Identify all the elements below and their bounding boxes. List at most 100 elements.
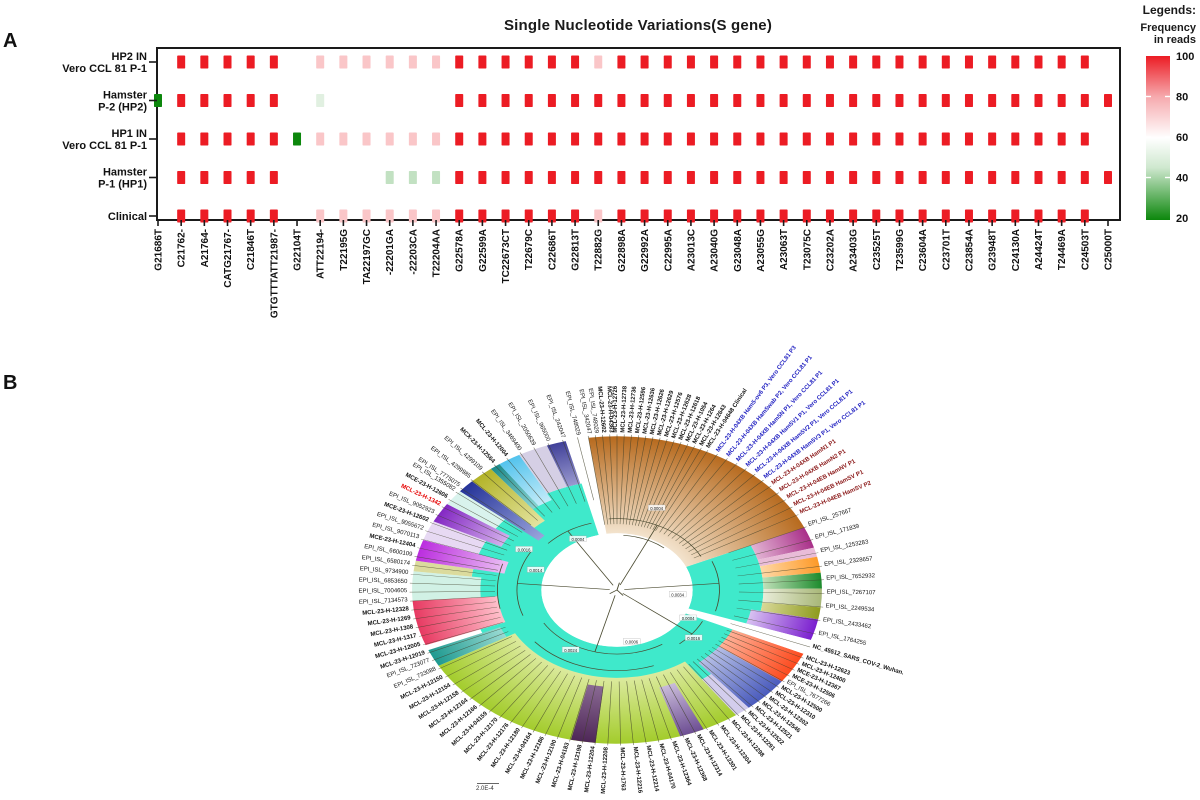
leaf-branch	[730, 623, 811, 648]
tree-sector	[413, 560, 474, 577]
branch-length-box	[623, 638, 641, 645]
heatmap-cell	[756, 132, 765, 146]
column-label: A23403G	[849, 229, 860, 272]
heatmap-cell	[964, 94, 973, 107]
branch-length-label: 0.0016	[687, 636, 700, 641]
heatmap-cell	[501, 55, 510, 69]
heatmap-cell	[686, 132, 695, 146]
heatmap-cell	[802, 94, 811, 107]
heatmap-cell	[1034, 55, 1043, 69]
column-label: C23701T	[941, 229, 952, 270]
heatmap-cell	[825, 55, 834, 69]
leaf-label: EPI_ISL_7134573	[359, 597, 409, 606]
leaf-branch	[619, 434, 625, 525]
heatmap-cell	[1080, 171, 1089, 184]
leaf-branch	[663, 458, 728, 535]
heatmap-cell	[640, 55, 649, 69]
leaf-branch	[628, 435, 647, 525]
column-label: -22201GA	[385, 229, 396, 275]
leaf-label: EPI_ISL_1253283	[820, 539, 870, 554]
leaf-label: EPI_ISL_257667	[807, 508, 853, 528]
column-label: G22813T	[571, 229, 582, 271]
tree-disc	[409, 434, 825, 746]
heatmap-cell	[432, 171, 441, 184]
leaf-branch	[414, 556, 498, 571]
leaf-branch	[452, 645, 521, 686]
heatmap-cell	[733, 55, 742, 69]
leaf-label: MCL-23-H-12304	[719, 725, 752, 766]
tree-sector	[519, 445, 567, 494]
leaf-label: MCL-23-H-12602	[596, 386, 606, 434]
leaf-branch	[481, 471, 538, 521]
tree-root	[609, 582, 624, 596]
column-label: C22995A	[663, 229, 674, 271]
leaf-branch	[544, 675, 575, 736]
heatmap-cell	[733, 94, 742, 107]
tree-sector	[546, 441, 581, 487]
leaf-branch	[425, 530, 505, 556]
heatmap-cell	[1011, 94, 1020, 107]
leaf-branch	[469, 654, 531, 700]
heatmap-cell	[594, 132, 603, 146]
heatmap-cell	[547, 171, 556, 184]
tree-sector	[588, 436, 805, 567]
leaf-branch	[724, 633, 800, 665]
heatmap-cell	[825, 94, 834, 107]
leaf-branch	[648, 678, 672, 741]
leaf-branch	[683, 666, 731, 721]
column-label: G22898A	[617, 229, 628, 272]
heatmap-cell	[455, 132, 464, 146]
leaf-branch	[640, 440, 675, 527]
heatmap-cell	[339, 55, 348, 69]
leaf-branch	[422, 622, 503, 646]
heatmap-cell	[455, 171, 464, 184]
heatmap-cell	[849, 94, 858, 107]
heatmap-cell	[1011, 209, 1020, 223]
column-label: C23525T	[872, 229, 883, 270]
tree-branch-spoke	[594, 595, 616, 652]
column-label: A23063T	[779, 229, 790, 270]
leaf-branch	[669, 672, 708, 731]
heatmap-cell	[223, 132, 232, 146]
heatmap-cell	[802, 132, 811, 146]
row-label: P-1 (HP1)	[98, 179, 147, 191]
heatmap-cell	[849, 171, 858, 184]
leaf-branch	[445, 641, 517, 678]
column-label: A24424T	[1034, 229, 1045, 270]
heatmap-cell	[964, 132, 973, 146]
heatmap-cell	[756, 209, 765, 223]
panel-a-title: Single Nucleotide Variations(S gene)	[503, 17, 773, 34]
column-label: A23055G	[756, 229, 767, 272]
tree-branch-arc	[623, 534, 665, 549]
row-label: Hamster	[103, 167, 148, 179]
leaf-branch	[721, 637, 795, 671]
branch-length-label: 0.0016	[518, 547, 531, 552]
heatmap-cell	[941, 171, 950, 184]
tree-branch-arc	[543, 622, 663, 655]
column-label: T22195G	[339, 229, 350, 271]
leaf-branch	[411, 601, 497, 611]
heatmap-cell	[246, 94, 255, 107]
heatmap-cell	[918, 171, 927, 184]
heatmap-cell	[988, 55, 997, 69]
tree-sector	[412, 596, 506, 646]
column-label: G21686T	[154, 229, 165, 271]
tree-sector	[570, 684, 604, 743]
leaf-branch	[649, 445, 695, 530]
branch-length-box	[647, 504, 666, 511]
heatmap-cell	[710, 132, 719, 146]
heatmap-cell	[710, 94, 719, 107]
heatmap-border	[156, 47, 1121, 221]
heatmap-cell	[1104, 171, 1112, 184]
column-label: TC22673CT	[501, 229, 512, 283]
tree-branch-arc	[497, 563, 504, 609]
heatmap-cell	[362, 132, 371, 146]
heatmap-cell	[1057, 209, 1066, 223]
leaf-branch	[609, 434, 615, 525]
heatmap-cell	[895, 209, 904, 223]
legend-tick-label: 80	[1176, 92, 1188, 104]
column-label: G22104T	[293, 229, 304, 271]
phylo-tree-svg: EPI_ISL_342047EPI_ISL_748029MCL-23-H-126…	[358, 345, 904, 794]
